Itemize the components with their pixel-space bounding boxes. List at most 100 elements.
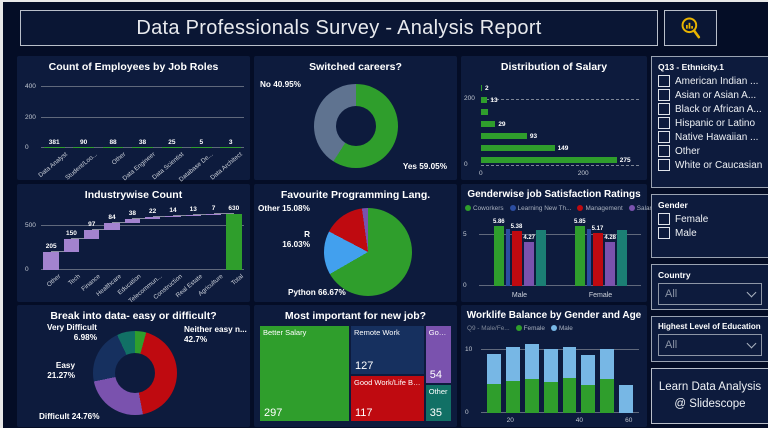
ethnicity-option[interactable]: Black or African A... [658,103,762,115]
checkbox[interactable] [658,103,670,115]
country-select[interactable]: All [658,283,762,305]
checkbox[interactable] [658,89,670,101]
education-select[interactable]: All [658,334,762,356]
female-segment[interactable] [543,382,558,413]
waterfall-bar[interactable] [165,215,181,218]
legend-item[interactable]: Coworkers [465,205,504,212]
ethnicity-option[interactable]: Hispanic or Latino [658,117,762,129]
legend-item[interactable]: Salary [628,205,655,212]
bar[interactable] [481,157,617,164]
waterfall-connector [213,213,234,215]
legend-item[interactable]: Male [550,325,573,332]
bar[interactable] [511,230,522,286]
checkbox[interactable] [658,131,670,143]
female-segment[interactable] [562,377,577,413]
legend-dim-item: Q9 - Male/Fe... [467,325,510,332]
checkbox[interactable] [658,145,670,157]
bar[interactable] [161,147,183,148]
gender-option[interactable]: Female [658,213,762,225]
bar[interactable] [481,133,527,140]
country-filter-title: Country [658,270,691,280]
bar[interactable] [524,242,535,286]
bar[interactable] [574,225,585,286]
female-segment[interactable] [505,381,520,413]
female-segment[interactable] [524,379,539,413]
legend-item[interactable]: Female [515,325,545,332]
treemap-cell[interactable]: Better Salary 297 [259,325,350,422]
bar[interactable] [481,97,488,104]
waterfall-bar[interactable] [43,251,59,270]
bar[interactable] [493,225,504,286]
cluster-groups: 5.86 5.38 4.27 Male 5.85 5.17 4.28 Female [479,218,641,299]
bar[interactable] [102,147,124,148]
switched-careers-plot[interactable] [314,84,398,168]
male-segment[interactable] [581,355,596,386]
ethnicity-option[interactable]: American Indian ... [658,75,762,87]
donut-hole [114,352,156,394]
ethnicity-filter: Q13 - Ethnicity.1 American Indian ... As… [651,56,768,188]
bar-column: 25 [159,139,185,148]
bar[interactable] [481,145,555,152]
checkbox[interactable] [658,159,670,171]
bar[interactable] [43,147,65,148]
legend-item[interactable]: Learning New Th... [509,205,571,212]
bar[interactable] [191,147,212,148]
male-segment[interactable] [600,348,615,380]
bar[interactable] [481,121,496,128]
male-segment[interactable] [505,347,520,382]
treemap-cell[interactable]: Good Work/Life Bala... 117 [349,375,425,422]
waterfall-bar[interactable] [144,217,161,220]
checkbox[interactable] [658,213,670,225]
search-chart-icon-button[interactable] [664,10,717,46]
bar[interactable] [592,232,603,286]
bar[interactable] [617,229,628,286]
programming-lang-plot[interactable] [324,208,412,296]
bar[interactable] [73,147,94,148]
bar[interactable] [481,109,489,116]
treemap-cell[interactable]: Remote Work 127 [349,325,425,376]
pie-callout-other: Other 15.08% [258,204,310,213]
male-segment[interactable] [487,353,501,385]
bar[interactable] [505,229,510,286]
female-segment[interactable] [581,385,596,413]
female-segment[interactable] [600,379,615,413]
checkbox[interactable] [658,227,670,239]
x-axis-category-label: Tech [67,273,83,287]
male-segment[interactable] [619,384,633,413]
checkbox[interactable] [658,75,670,87]
ethnicity-option[interactable]: Other [658,145,762,157]
male-segment[interactable] [543,348,558,383]
treemap-cell[interactable]: Other 35 [424,383,452,422]
bar[interactable] [586,229,591,286]
female-segment[interactable] [487,384,501,413]
ethnicity-option[interactable]: Native Hawaiian ... [658,131,762,143]
waterfall-bar[interactable] [104,222,120,230]
waterfall-bar[interactable] [124,219,141,223]
break-into-data-plot[interactable] [93,331,177,415]
ethnicity-option[interactable]: Asian or Asian A... [658,89,762,101]
gender-option[interactable]: Male [658,227,762,239]
male-segment[interactable] [524,344,539,380]
waterfall-bar[interactable] [226,214,242,270]
bar[interactable] [220,147,242,148]
male-segment[interactable] [562,346,577,378]
bar[interactable] [132,147,153,148]
chart-title: Break into data- easy or difficult? [50,310,217,322]
bar[interactable] [536,229,547,286]
bar-column [505,218,510,286]
magnifier-chart-icon [681,17,700,39]
waterfall-bar[interactable] [84,229,100,239]
waterfall-bar[interactable] [63,238,80,252]
legend-dot [515,325,522,331]
bar-column: 5.17 [592,218,603,286]
waterfall-bar[interactable] [185,214,201,216]
bar[interactable] [605,241,616,286]
ethnicity-option[interactable]: White or Caucasian [658,159,762,171]
bar[interactable] [481,85,482,92]
legend-item[interactable]: Management [577,205,623,212]
waterfall-bar[interactable] [205,213,222,215]
donut-callout-neither: Neither easy n... 42.7% [184,325,247,345]
treemap-cell[interactable]: Goo... 54 [424,325,452,384]
bar-value-label: 5.85 [573,218,586,225]
checkbox[interactable] [658,117,670,129]
